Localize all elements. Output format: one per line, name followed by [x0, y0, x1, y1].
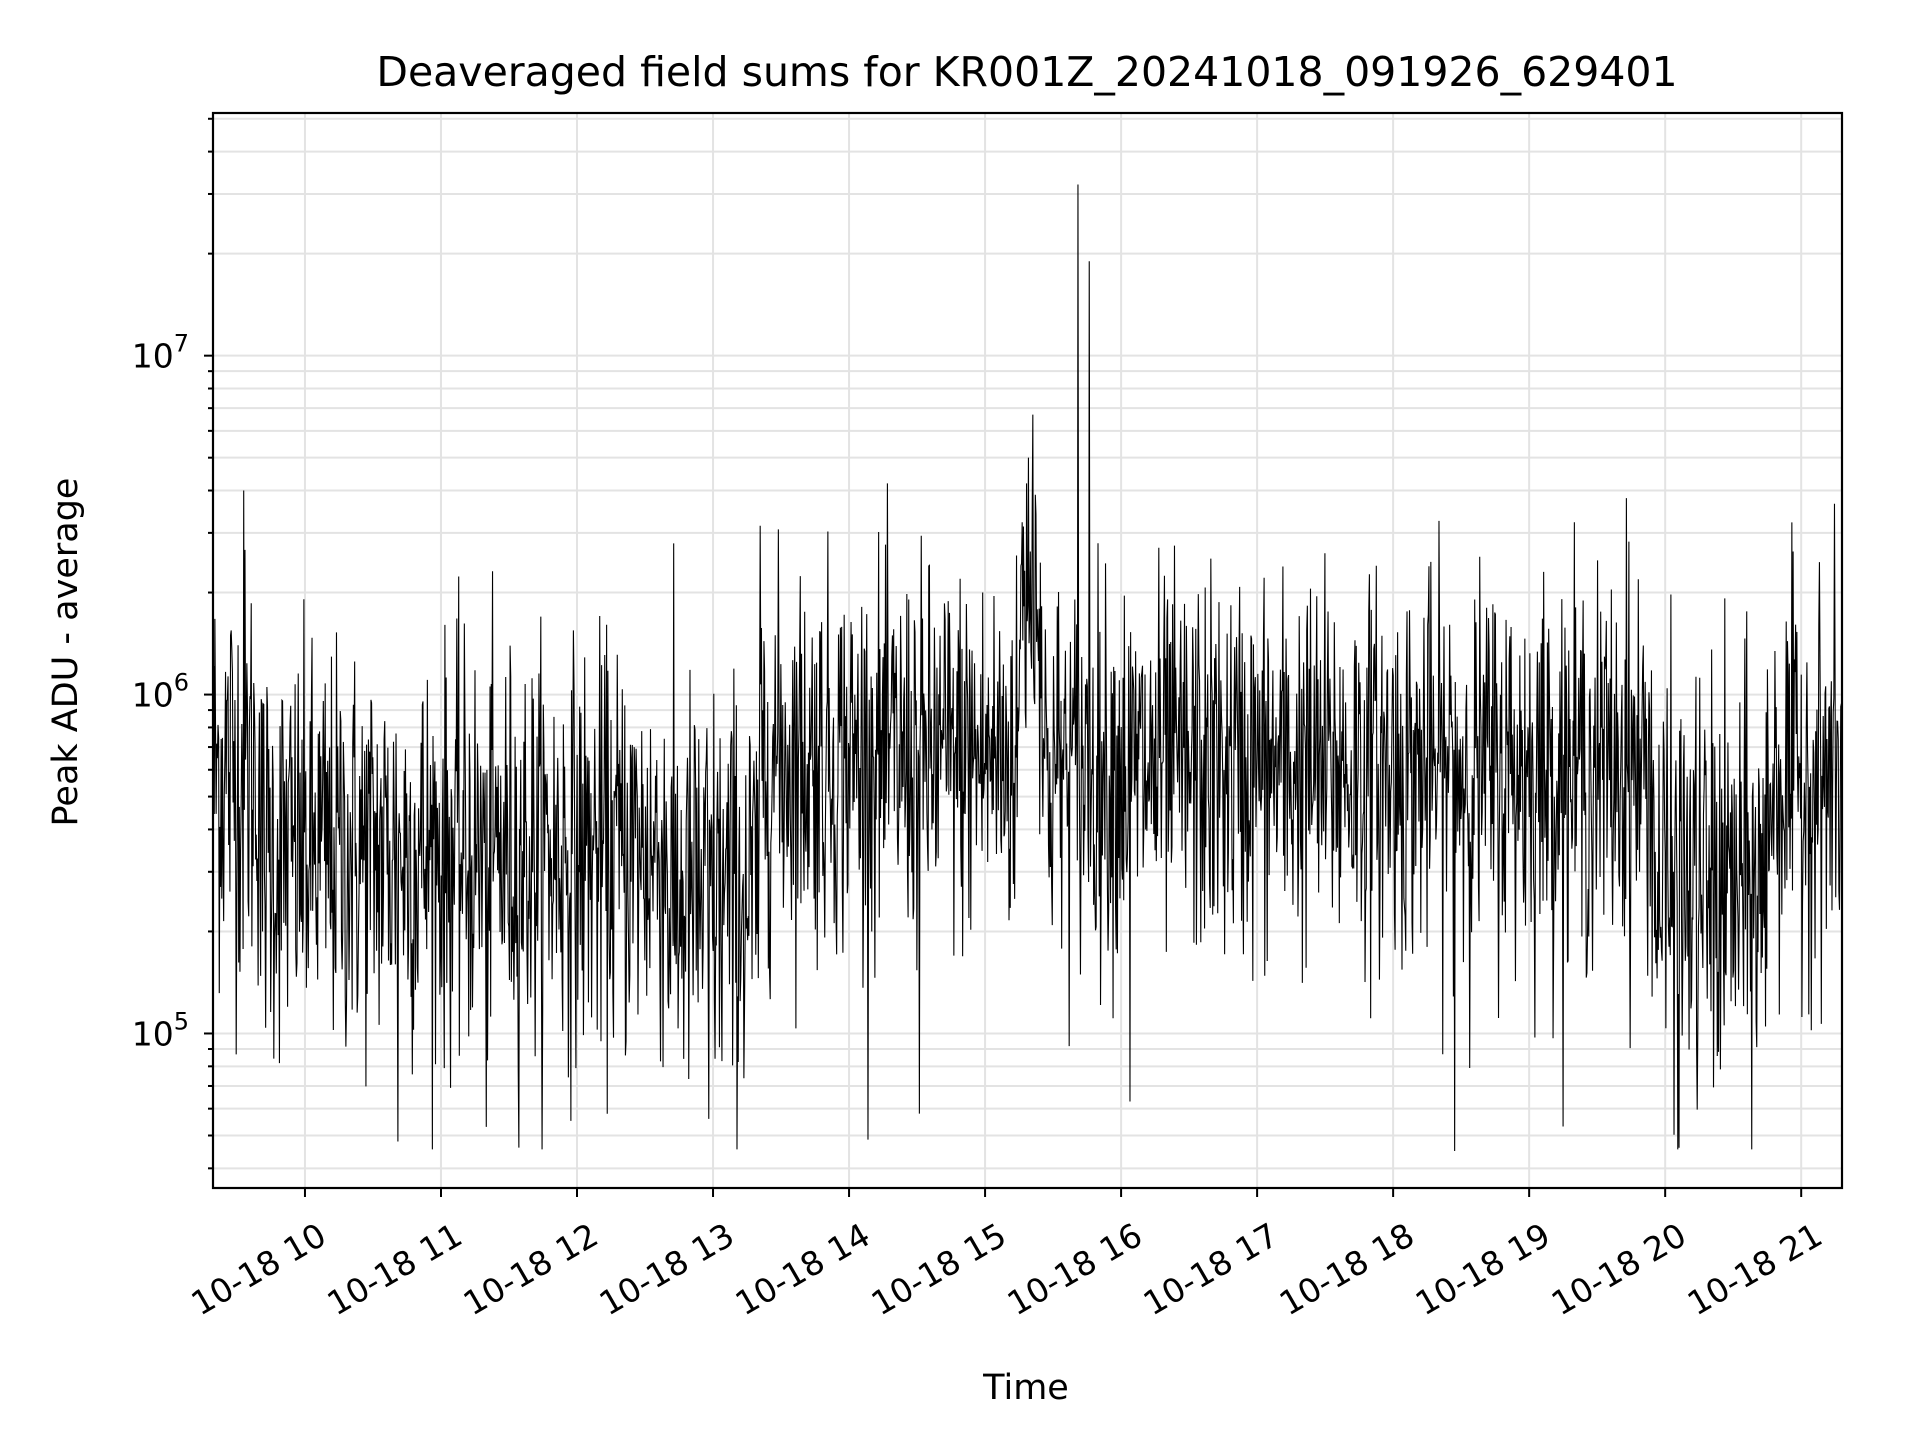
series-line: [212, 184, 1843, 1152]
y-tick-label: 106: [132, 669, 189, 715]
x-axis-label: Time: [982, 1368, 1069, 1408]
y-tick-label: 105: [132, 1007, 189, 1053]
x-tick-label: 10-18 12: [457, 1215, 605, 1323]
x-tick-label: 10-18 19: [1409, 1215, 1557, 1323]
x-tick-label: 10-18 15: [865, 1215, 1013, 1323]
chart-title: Deaveraged field sums for KR001Z_2024101…: [376, 48, 1677, 96]
y-tick-label: 107: [132, 330, 189, 376]
x-tick-label: 10-18 18: [1273, 1215, 1421, 1323]
x-tick-label: 10-18 21: [1681, 1215, 1829, 1323]
grid: [213, 113, 1842, 1188]
x-tick-label: 10-18 16: [1001, 1215, 1149, 1323]
y-axis-label: Peak ADU - average: [46, 478, 86, 827]
series-layer: [212, 184, 1843, 1152]
plot-frame: [211, 111, 1844, 1190]
x-tick-label: 10-18 13: [593, 1215, 741, 1323]
x-tick-label: 10-18 20: [1545, 1215, 1693, 1323]
x-tick-label: 10-18 11: [321, 1215, 469, 1323]
x-tick-label: 10-18 10: [185, 1215, 333, 1323]
x-tick-label: 10-18 17: [1137, 1215, 1285, 1323]
y-axis-ticks: 105 106 107: [132, 117, 213, 1170]
x-tick-label: 10-18 14: [729, 1215, 877, 1323]
